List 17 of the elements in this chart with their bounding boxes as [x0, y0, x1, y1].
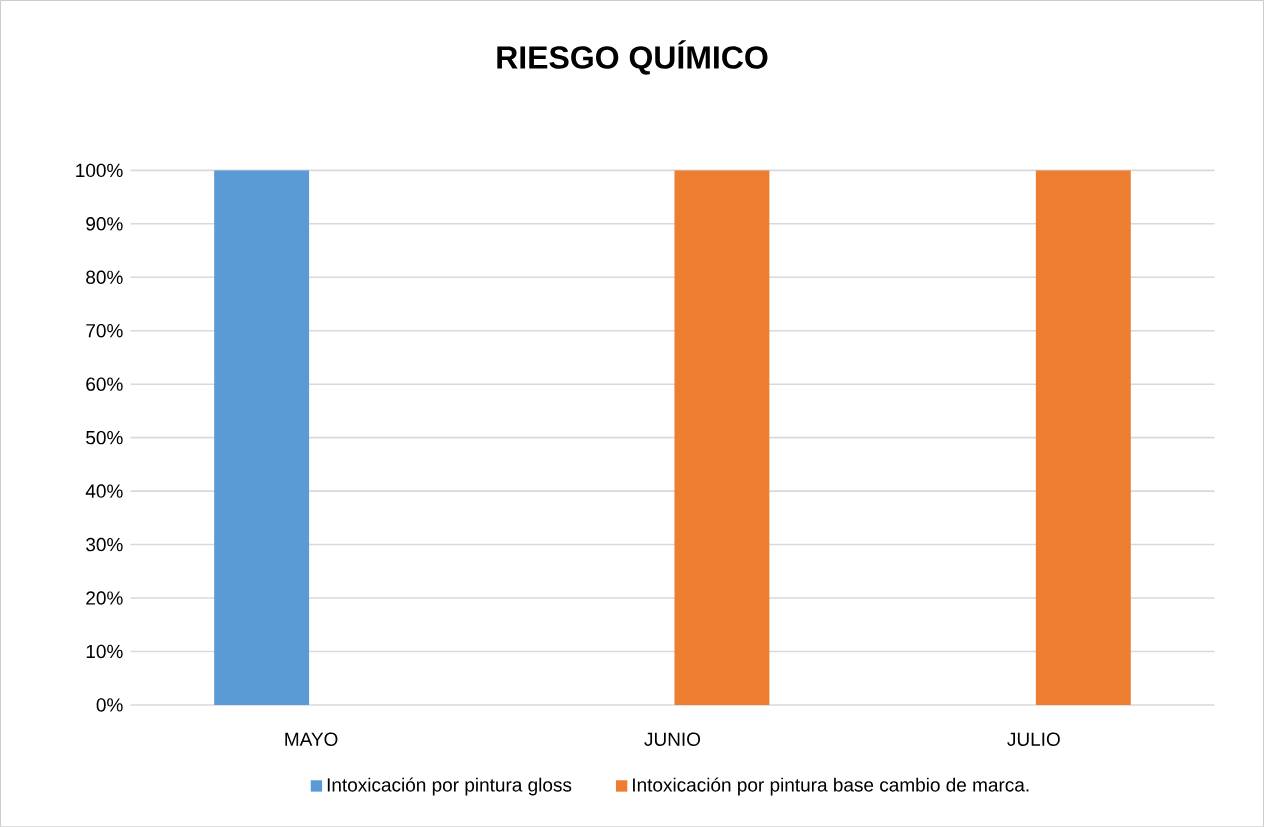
y-tick-label: 40% [85, 484, 123, 498]
y-tick-label: 90% [86, 216, 123, 231]
x-tick-label: JUNIO [644, 732, 701, 746]
y-tick-label: 10% [86, 644, 123, 659]
legend-label: Intoxicación por pintura base cambio de marca. [633, 777, 1029, 796]
y-tick-label: 20% [86, 591, 123, 605]
x-tick-label: JULIO [1007, 732, 1060, 746]
y-tick-label: 80% [86, 270, 123, 284]
y-tick-label: 60% [86, 377, 123, 391]
x-tick-label: MAYO [285, 732, 338, 746]
y-tick-label: 0% [96, 698, 123, 712]
y-tick-label: 30% [86, 537, 123, 552]
y-tick-label: 50% [86, 430, 123, 445]
chart-title: RIESGO QUÍMICO [497, 39, 768, 75]
y-tick-label: 100% [76, 163, 123, 177]
legend-label: Intoxicación por pintura gloss [327, 777, 572, 796]
y-tick-label: 70% [86, 323, 123, 338]
